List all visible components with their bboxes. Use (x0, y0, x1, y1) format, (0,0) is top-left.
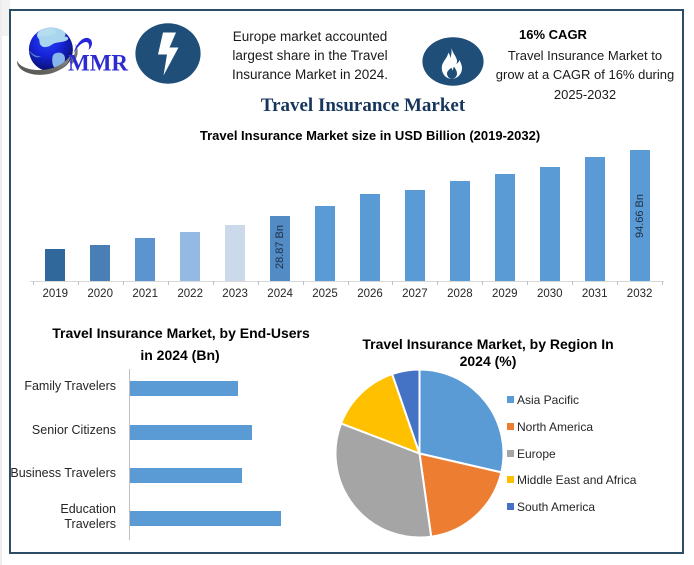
svg-text:MMR: MMR (68, 51, 128, 76)
